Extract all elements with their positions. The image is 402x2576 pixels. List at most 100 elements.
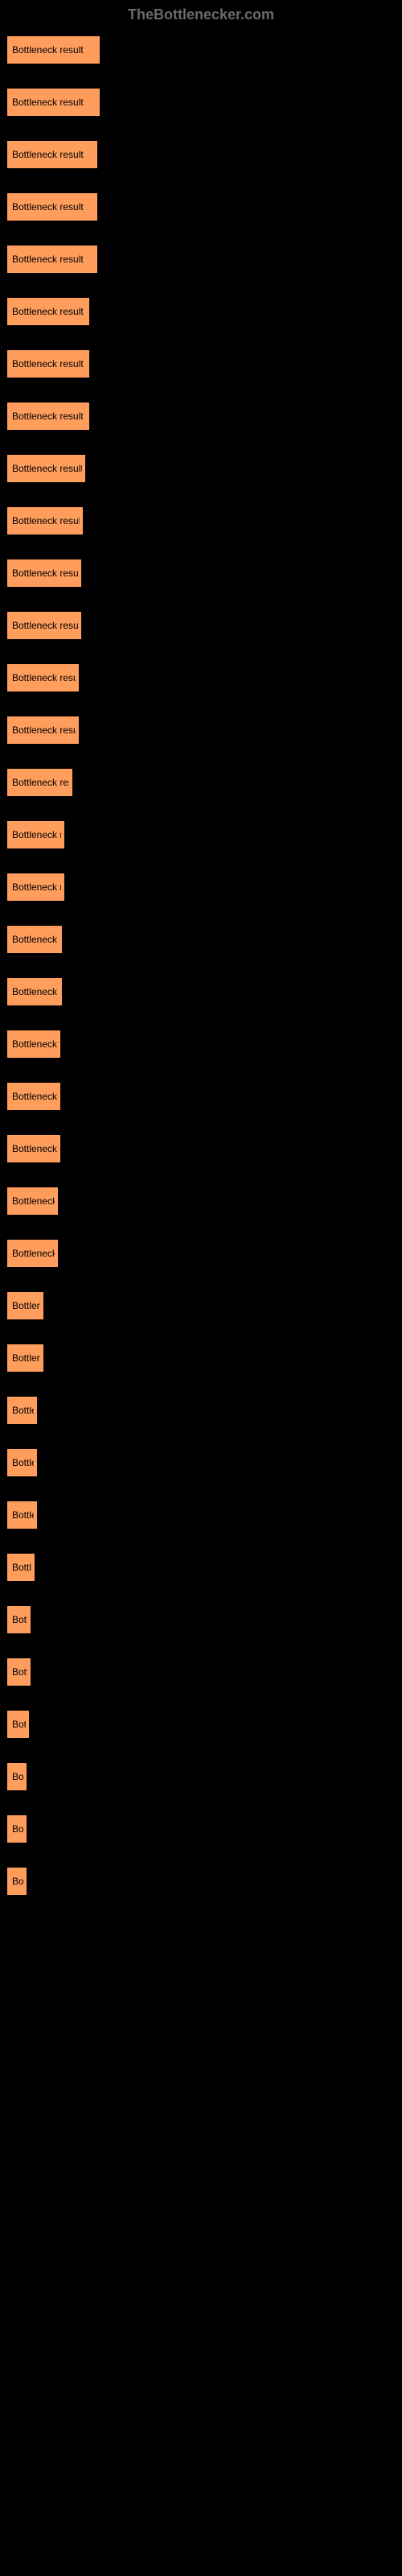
bar-value-label: 25 xyxy=(62,1248,72,1259)
bar-inner-label: Bottleneck result xyxy=(12,1876,23,1887)
bar-value-label: 15 xyxy=(41,1457,51,1468)
bar: Bottleneck result xyxy=(6,245,98,274)
bar-track: Bottleneck result 28 xyxy=(6,820,396,849)
chart-row: Bottleneck result45 xyxy=(6,85,396,117)
bar-inner-label: Bottleneck result xyxy=(12,1248,55,1259)
bar-value-label: 27 xyxy=(66,986,76,997)
bar: Bottleneck result xyxy=(6,1605,31,1634)
bar-inner-label: Bottleneck result xyxy=(12,1509,34,1521)
bar: Bottleneck result xyxy=(6,297,90,326)
bar: Bottleneck result xyxy=(6,192,98,221)
bar: Bottleneck result xyxy=(6,873,65,902)
bar-value-label: 28 xyxy=(68,829,79,840)
bar-inner-label: Bottleneck result xyxy=(12,1195,55,1207)
bar-value-label: 10 xyxy=(31,1823,41,1835)
bar-track: Bottleneck result37 xyxy=(6,506,396,535)
chart-row: Bottleneck result35 xyxy=(6,661,396,692)
bar-inner-label: Bottleneck result xyxy=(12,829,61,840)
bar-track: Bottleneck result28 xyxy=(6,873,396,902)
bar-value-label: 11 xyxy=(33,1719,43,1730)
chart-row: Bottleneck result35 xyxy=(6,713,396,745)
bar-track: Bottleneck result 36 xyxy=(6,559,396,588)
bar-value-label: 18 xyxy=(47,1300,58,1311)
bar-track: Bottleneck result44 xyxy=(6,192,396,221)
bar: Bottleneck result xyxy=(6,663,80,692)
bar-track: Bottleneck result 11 xyxy=(6,1710,396,1739)
bar-value-label: 40 xyxy=(93,306,104,317)
bar-track: Bottleneck result15 xyxy=(6,1501,396,1530)
bar-inner-label: Bottleneck result xyxy=(12,1771,23,1782)
bar-value-label: 38 xyxy=(89,463,100,474)
chart-row: Bottleneck result 11 xyxy=(6,1707,396,1739)
bar: Bottleneck result xyxy=(6,1710,30,1739)
chart-row: Bottleneck result 26 xyxy=(6,1027,396,1059)
bar-value-label: 27 xyxy=(66,934,76,945)
bar-inner-label: Bottleneck result xyxy=(12,934,59,945)
bar-inner-label: Bottleneck result xyxy=(12,1038,57,1050)
bar-value-label: 32 xyxy=(76,777,87,788)
bar-track: Bottleneck result 18 xyxy=(6,1291,396,1320)
bar-inner-label: Bottleneck result xyxy=(12,1143,57,1154)
chart-row: Bottleneck result14 xyxy=(6,1550,396,1582)
chart-row: Bottleneck result 10 xyxy=(6,1760,396,1791)
bar-track: Bottleneck result32 xyxy=(6,768,396,797)
bar-track: Bottleneck result15 xyxy=(6,1448,396,1477)
bar-track: Bottleneck result27 xyxy=(6,977,396,1006)
chart-row: Bottleneck result40 xyxy=(6,399,396,431)
bar-track: Bottleneck result44 xyxy=(6,140,396,169)
bar-inner-label: Bottleneck result xyxy=(12,306,84,317)
bar-value-label: 45 xyxy=(104,44,114,56)
bar-track: Bottleneck result 27 xyxy=(6,925,396,954)
bar: Bottleneck result xyxy=(6,1396,38,1425)
bar-inner-label: Bottleneck result xyxy=(12,1666,27,1678)
bar-value-label: 40 xyxy=(93,358,104,369)
bar-inner-label: Bottleneck result xyxy=(12,568,78,579)
bar-inner-label: Bottleneck result xyxy=(12,1614,27,1625)
bar-track: Bottleneck result 40 xyxy=(6,349,396,378)
bar: Bottleneck result xyxy=(6,1762,27,1791)
bar: Bottleneck result xyxy=(6,1501,38,1530)
chart-row: Bottleneck result26 xyxy=(6,1080,396,1111)
bar-inner-label: Bottleneck result xyxy=(12,1405,34,1416)
bar: Bottleneck result xyxy=(6,559,82,588)
bar-track: Bottleneck result12 xyxy=(6,1605,396,1634)
bar-inner-label: Bottleneck result xyxy=(12,411,84,422)
chart-row: Bottleneck result 45 xyxy=(6,33,396,64)
bar: Bottleneck result xyxy=(6,1030,61,1059)
chart-row: Bottleneck result 40 xyxy=(6,347,396,378)
chart-row: Bottleneck result37 xyxy=(6,504,396,535)
bar: Bottleneck result xyxy=(6,402,90,431)
chart-row: Bottleneck result15 xyxy=(6,1446,396,1477)
bar-value-label: 36 xyxy=(85,568,96,579)
bar-inner-label: Bottleneck result xyxy=(12,358,84,369)
bar-inner-label: Bottleneck result xyxy=(12,1300,40,1311)
bar-inner-label: Bottleneck result xyxy=(12,97,84,108)
bar-value-label: 26 xyxy=(64,1038,75,1050)
chart-row: Bottleneck result 10 xyxy=(6,1812,396,1843)
chart-row: Bottleneck result 36 xyxy=(6,556,396,588)
bar-value-label: 10 xyxy=(31,1771,41,1782)
bar-inner-label: Bottleneck result xyxy=(12,881,61,893)
bar-value-label: 37 xyxy=(87,515,97,526)
chart-row: Bottleneck result32 xyxy=(6,766,396,797)
chart-row: Bottleneck result18 xyxy=(6,1341,396,1373)
bar-inner-label: Bottleneck result xyxy=(12,724,76,736)
bar-inner-label: Bottleneck result xyxy=(12,201,84,213)
bar-inner-label: Bottleneck result xyxy=(12,1823,23,1835)
bar: Bottleneck result xyxy=(6,977,63,1006)
bar: Bottleneck result xyxy=(6,820,65,849)
bar-track: Bottleneck result18 xyxy=(6,1344,396,1373)
bar: Bottleneck result xyxy=(6,1187,59,1216)
bar-track: Bottleneck result14 xyxy=(6,1553,396,1582)
bar-inner-label: Bottleneck result xyxy=(12,1719,26,1730)
chart-row: Bottleneck result10 xyxy=(6,1864,396,1896)
bar-track: Bottleneck result26 xyxy=(6,1134,396,1163)
bar: Bottleneck result xyxy=(6,1553,35,1582)
bar-track: Bottleneck result15 xyxy=(6,1396,396,1425)
bar-value-label: 26 xyxy=(64,1091,75,1102)
bar: Bottleneck result xyxy=(6,768,73,797)
bar: Bottleneck result xyxy=(6,1657,31,1686)
chart-row: Bottleneck result15 xyxy=(6,1498,396,1530)
bar-inner-label: Bottleneck result xyxy=(12,1562,31,1573)
bar-inner-label: Bottleneck result xyxy=(12,44,84,56)
